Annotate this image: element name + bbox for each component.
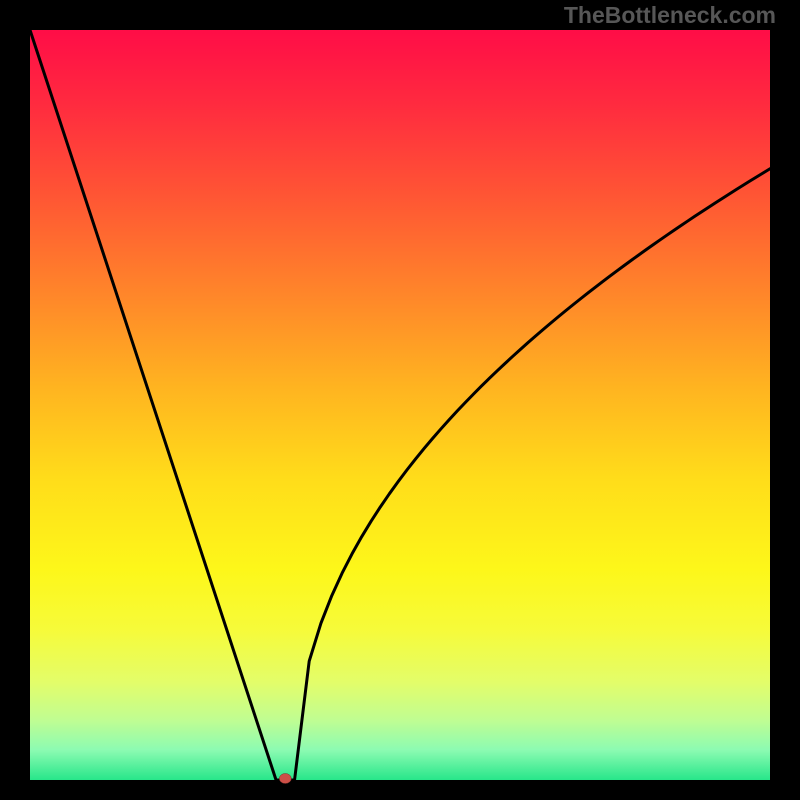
chart-container: TheBottleneck.com (0, 0, 800, 800)
bottleneck-chart (0, 0, 800, 800)
watermark-text: TheBottleneck.com (564, 2, 776, 29)
